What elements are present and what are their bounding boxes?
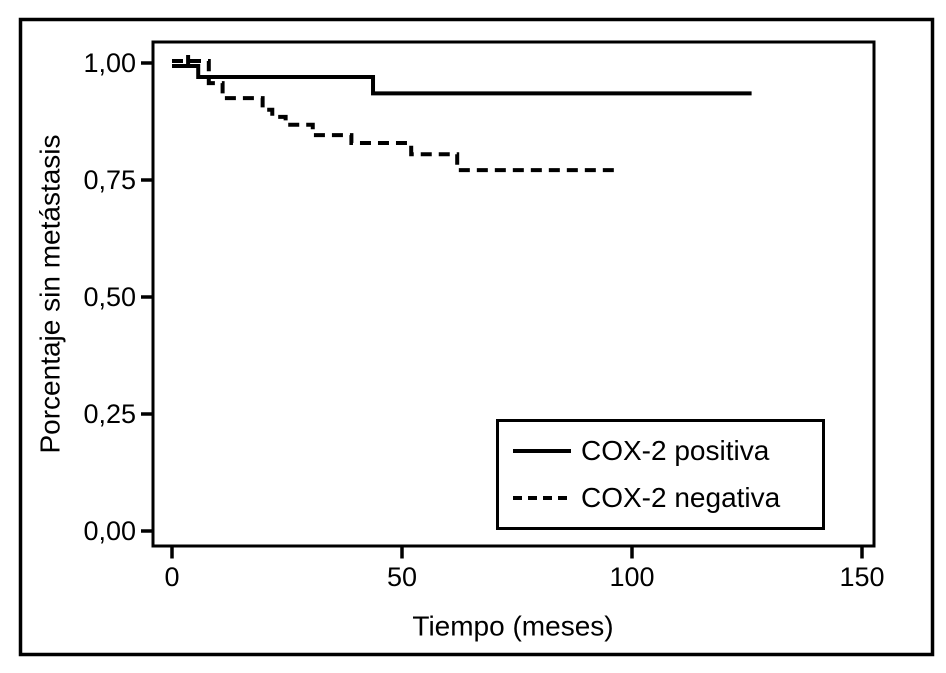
y-tick-label: 0,75 bbox=[83, 165, 136, 195]
dashed-line-sample-icon bbox=[513, 496, 571, 500]
legend-label-cox2-negativa: COX-2 negativa bbox=[581, 482, 781, 513]
y-axis-ticks bbox=[141, 61, 154, 533]
x-tick-label: 0 bbox=[164, 562, 179, 592]
legend: COX-2 positiva COX-2 negativa bbox=[496, 419, 825, 530]
x-tick-label: 100 bbox=[609, 562, 654, 592]
y-axis-tick-labels: 1,00 0,75 0,50 0,25 0,00 bbox=[83, 48, 136, 546]
x-tick-label: 150 bbox=[839, 562, 884, 592]
series-cox2-positiva-line bbox=[172, 64, 752, 96]
y-tick-label: 0,25 bbox=[83, 399, 136, 429]
legend-label-cox2-positiva: COX-2 positiva bbox=[581, 435, 770, 466]
x-axis-tick-labels: 0 50 100 150 bbox=[164, 562, 884, 592]
figure-border bbox=[18, 17, 935, 657]
y-tick-label: 0,00 bbox=[83, 516, 136, 546]
y-axis-title: Porcentaje sin metástasis bbox=[35, 134, 66, 453]
x-tick-label: 50 bbox=[387, 562, 417, 592]
x-axis-title: Tiempo (meses) bbox=[412, 611, 613, 642]
solid-line-sample-icon bbox=[513, 449, 571, 453]
y-tick-label: 1,00 bbox=[83, 48, 136, 78]
legend-entry-cox2-negativa: COX-2 negativa bbox=[512, 478, 822, 518]
legend-entry-cox2-positiva: COX-2 positiva bbox=[512, 431, 822, 471]
series-cox2-negativa-line bbox=[172, 59, 619, 173]
x-axis-ticks bbox=[170, 546, 864, 559]
plot-frame bbox=[151, 40, 876, 548]
y-tick-label: 0,50 bbox=[83, 282, 136, 312]
